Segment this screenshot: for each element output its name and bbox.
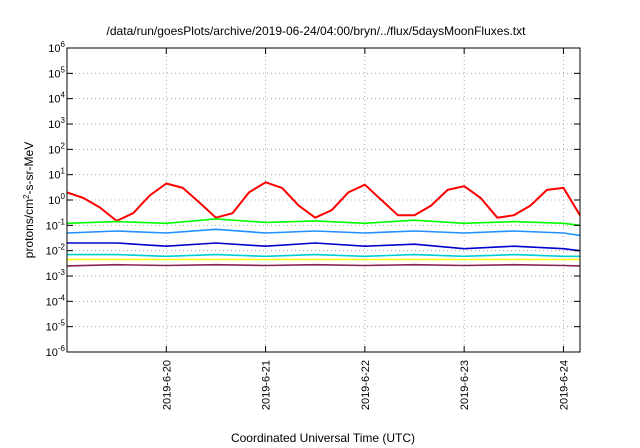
y-tick-base: 10 bbox=[48, 144, 60, 156]
y-tick-label: 106 bbox=[48, 40, 65, 55]
series-line bbox=[66, 228, 581, 237]
y-tick-base: 10 bbox=[48, 43, 60, 55]
y-tick-label: 10-6 bbox=[46, 344, 66, 359]
y-tick-label: 10-3 bbox=[46, 268, 66, 283]
y-tick-base: 10 bbox=[48, 195, 60, 207]
y-tick-base: 10 bbox=[46, 322, 58, 334]
x-tick-label: 2019-6-24 bbox=[558, 360, 570, 410]
y-tick-label: 104 bbox=[48, 91, 65, 106]
y-tick-exponent: 0 bbox=[61, 192, 66, 201]
x-tick-label: 2019-6-21 bbox=[261, 360, 273, 410]
y-tick-label: 10-2 bbox=[46, 243, 66, 258]
y-axis-label-base: protons/cm bbox=[22, 199, 36, 258]
y-tick-exponent: 4 bbox=[61, 91, 66, 100]
y-tick-base: 10 bbox=[48, 119, 60, 131]
series-line bbox=[67, 242, 581, 252]
x-tick-label: 2019-6-22 bbox=[360, 360, 372, 410]
y-tick-base: 10 bbox=[46, 271, 58, 283]
x-axis-label: Coordinated Universal Time (UTC) bbox=[231, 431, 415, 445]
y-tick-base: 10 bbox=[46, 347, 58, 359]
series-group bbox=[66, 181, 581, 267]
y-tick-exponent: 5 bbox=[61, 65, 66, 74]
y-tick-label: 10-5 bbox=[46, 319, 66, 334]
y-tick-base: 10 bbox=[48, 94, 60, 106]
y-axis: 10-610-510-410-310-210-11001011021031041… bbox=[46, 40, 580, 359]
y-tick-base: 10 bbox=[46, 246, 58, 258]
y-tick-exponent: 3 bbox=[61, 116, 66, 125]
x-tick-label: 2019-6-20 bbox=[161, 360, 173, 410]
y-tick-exponent: -1 bbox=[58, 217, 66, 226]
y-tick-exponent: 6 bbox=[61, 40, 66, 49]
x-axis: 2019-6-20 2019-6-21 2019-6-22 2019-6-23 2019… bbox=[161, 48, 570, 410]
y-tick-exponent: -3 bbox=[58, 268, 66, 277]
series-line bbox=[66, 181, 581, 222]
y-tick-exponent: 2 bbox=[61, 141, 66, 150]
series-line bbox=[67, 253, 580, 258]
y-tick-exponent: -4 bbox=[58, 293, 66, 302]
y-tick-label: 10-4 bbox=[46, 293, 66, 308]
y-tick-label: 10-1 bbox=[46, 217, 66, 232]
series-line bbox=[66, 218, 581, 227]
y-tick-exponent: -2 bbox=[58, 243, 66, 252]
y-tick-base: 10 bbox=[46, 220, 58, 232]
y-axis-label-exponent: 2 bbox=[22, 194, 31, 199]
x-tick-label: 2019-6-23 bbox=[459, 360, 471, 410]
y-tick-label: 100 bbox=[48, 192, 65, 207]
grid bbox=[67, 48, 580, 352]
y-tick-exponent: -5 bbox=[58, 319, 66, 328]
y-axis-label-rest: -s-sr-MeV bbox=[22, 142, 36, 195]
series-line bbox=[66, 263, 581, 267]
y-tick-base: 10 bbox=[46, 296, 58, 308]
y-tick-exponent: 1 bbox=[61, 167, 66, 176]
y-tick-label: 103 bbox=[48, 116, 65, 131]
y-axis-label: protons/cm2-s-sr-MeV bbox=[22, 142, 37, 258]
chart-title: /data/run/goesPlots/archive/2019-06-24/0… bbox=[107, 24, 527, 38]
y-tick-base: 10 bbox=[48, 68, 60, 80]
y-tick-label: 102 bbox=[48, 141, 65, 156]
y-tick-base: 10 bbox=[48, 170, 60, 182]
y-tick-label: 101 bbox=[48, 167, 65, 182]
y-tick-exponent: -6 bbox=[58, 344, 66, 353]
y-tick-label: 105 bbox=[48, 65, 65, 80]
